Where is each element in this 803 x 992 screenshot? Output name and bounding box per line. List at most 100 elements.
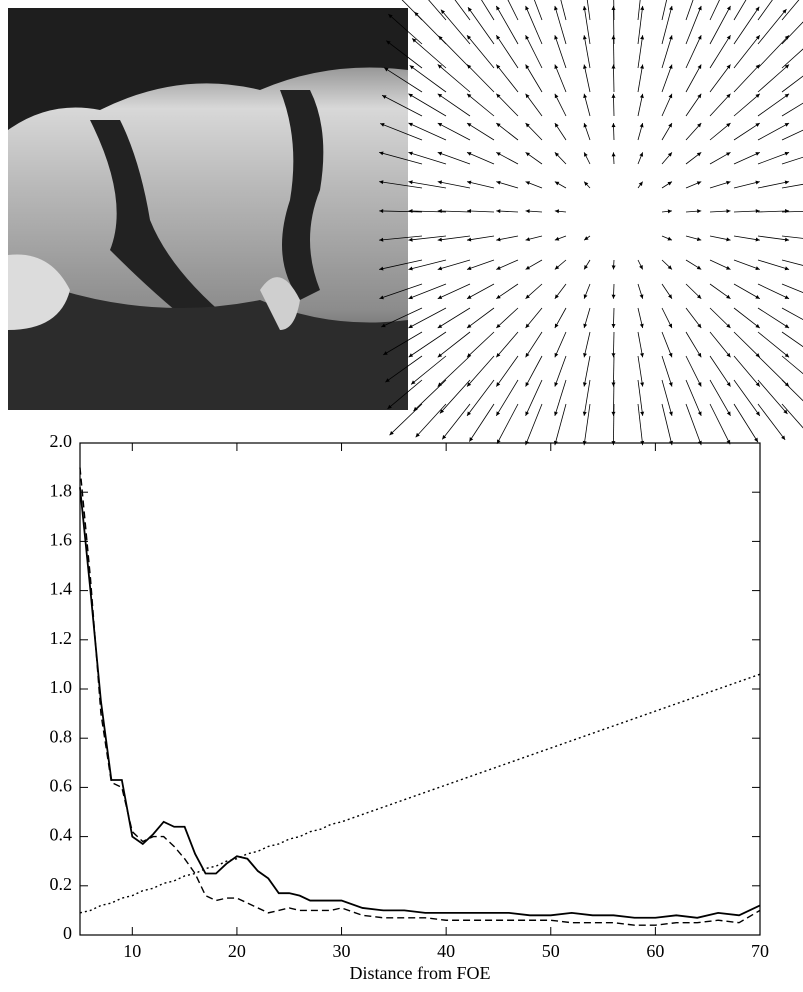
flow-vector <box>637 64 644 93</box>
flow-vector <box>428 0 447 21</box>
flow-arrowhead <box>408 237 413 242</box>
flow-arrowhead <box>696 294 702 299</box>
flow-arrowhead <box>726 411 731 416</box>
flow-arrowhead <box>640 382 645 387</box>
flow-vector <box>661 355 673 387</box>
flow-arrowhead <box>525 237 530 242</box>
flow-arrowhead <box>584 264 588 270</box>
flow-vector <box>781 102 803 117</box>
flow-vector <box>613 64 615 93</box>
flow-arrowhead <box>667 152 672 157</box>
flow-arrowhead <box>583 294 588 299</box>
flow-vector <box>781 355 803 375</box>
flow-vector <box>495 93 519 117</box>
flow-vector <box>466 181 495 189</box>
flow-arrowhead <box>467 411 472 416</box>
flow-arrowhead <box>696 265 702 270</box>
flow-vector <box>466 355 495 387</box>
flow-vector <box>685 307 702 329</box>
flow-vector <box>685 355 702 387</box>
flow-arrowhead <box>382 95 387 99</box>
flow-vector <box>525 307 543 329</box>
flow-vector <box>379 283 423 300</box>
flow-arrowhead <box>784 35 789 40</box>
flow-vector <box>781 235 803 239</box>
flow-arrowhead <box>611 5 616 10</box>
flow-vector <box>437 259 471 270</box>
flow-arrowhead <box>726 64 731 69</box>
flow-arrowhead <box>754 437 758 443</box>
flow-arrowhead <box>437 237 442 242</box>
flow-vector <box>495 5 519 45</box>
flow-arrowhead <box>440 9 446 15</box>
flow-vector <box>757 307 790 329</box>
flow-vector <box>733 210 760 213</box>
flow-arrowhead <box>755 237 760 242</box>
flow-arrowhead <box>525 209 530 214</box>
flow-vector <box>495 331 519 358</box>
flow-vector <box>781 75 803 93</box>
x-tick-label: 50 <box>542 941 560 961</box>
flow-vector <box>554 331 567 358</box>
flow-vector <box>525 331 543 358</box>
flow-arrowhead <box>697 352 702 358</box>
flow-arrowhead <box>496 411 501 416</box>
flow-vector <box>495 355 519 387</box>
flow-vector <box>613 331 615 358</box>
flow-field <box>379 0 803 446</box>
flow-vector <box>554 379 567 416</box>
flow-vector <box>466 210 495 213</box>
plot-frame <box>79 442 761 936</box>
y-tick-label: 1.2 <box>50 628 73 648</box>
flow-vector <box>583 379 591 416</box>
flow-arrowhead <box>784 93 790 98</box>
flow-vector <box>437 210 471 213</box>
flow-arrowhead <box>525 382 530 387</box>
flow-vector <box>781 259 803 266</box>
flow-vector <box>525 403 543 446</box>
flow-arrowhead <box>437 123 443 127</box>
flow-arrowhead <box>639 93 644 99</box>
flow-arrowhead <box>668 93 673 99</box>
flow-arrowhead <box>525 265 531 270</box>
flow-arrowhead <box>667 265 672 270</box>
flow-arrowhead <box>525 93 530 99</box>
flow-arrowhead <box>697 35 702 40</box>
flow-vector <box>709 0 720 21</box>
flow-arrowhead <box>496 152 501 156</box>
flow-vector <box>583 5 591 45</box>
x-axis-label: Distance from FOE <box>350 963 491 983</box>
flow-arrowhead <box>413 406 418 412</box>
flow-vector <box>733 307 761 329</box>
flow-arrowhead <box>583 323 588 329</box>
flow-vector <box>554 64 567 93</box>
flow-arrowhead <box>755 295 760 299</box>
flow-arrowhead <box>784 353 790 358</box>
flow-arrowhead <box>385 378 390 383</box>
flow-vector <box>468 403 495 442</box>
flow-vector <box>415 403 447 438</box>
y-tick-label: 1.0 <box>50 677 73 697</box>
x-tick-label: 40 <box>437 941 455 961</box>
flow-arrowhead <box>726 294 731 299</box>
flow-arrowhead <box>611 93 616 98</box>
flow-arrowhead <box>755 64 760 69</box>
flow-vector <box>583 355 591 387</box>
flow-arrowhead <box>784 266 790 271</box>
flow-arrowhead <box>381 323 386 328</box>
flow-vector <box>554 35 567 69</box>
flow-vector <box>496 151 519 165</box>
flow-arrowhead <box>554 209 560 214</box>
flow-vector <box>637 379 644 416</box>
flow-arrowhead <box>525 5 529 11</box>
flow-arrowhead <box>667 181 672 186</box>
flow-arrowhead <box>467 152 472 156</box>
flow-arrowhead <box>467 266 472 271</box>
flow-arrowhead <box>408 266 413 271</box>
flow-arrowhead <box>785 209 790 214</box>
flow-arrowhead <box>496 237 501 242</box>
flow-vector <box>438 35 471 69</box>
flow-vector <box>637 403 644 446</box>
flow-vector <box>481 0 495 21</box>
flow-vector <box>709 379 731 417</box>
